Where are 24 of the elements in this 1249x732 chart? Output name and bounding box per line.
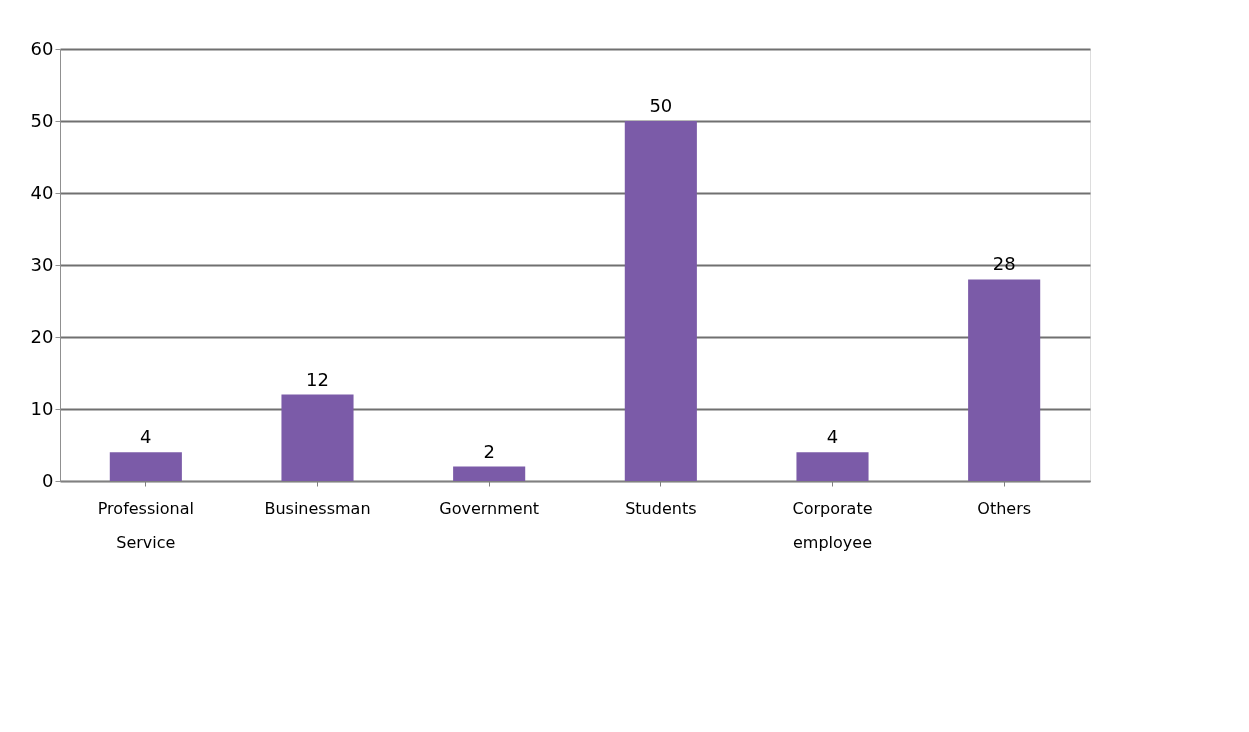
data-label: 12 [306, 368, 329, 390]
y-tick-label: 60 [30, 37, 54, 59]
data-label: 4 [826, 426, 839, 448]
y-tick-label: 20 [30, 325, 54, 347]
bar [624, 121, 697, 481]
x-tick-label: Others [977, 498, 1032, 518]
y-tick-label: 10 [30, 397, 54, 419]
x-tick-label: Students [625, 498, 697, 518]
x-tick-label: Government [439, 498, 540, 518]
x-tick-label: Corporate employee [792, 498, 873, 552]
y-tick-label: 30 [30, 253, 54, 275]
bar [453, 466, 526, 481]
bar [796, 452, 869, 481]
bar [281, 394, 354, 481]
data-label: 4 [140, 426, 152, 448]
x-tick-label: Professional Service [97, 498, 194, 552]
data-label: 50 [649, 95, 673, 116]
data-label: 2 [483, 440, 495, 462]
bar [109, 452, 182, 481]
x-tick-label: Businessman [264, 498, 371, 518]
y-tick-label: 40 [30, 181, 54, 203]
bar [968, 279, 1041, 481]
y-tick-label: 50 [30, 109, 54, 131]
y-tick-label: 0 [42, 469, 54, 491]
